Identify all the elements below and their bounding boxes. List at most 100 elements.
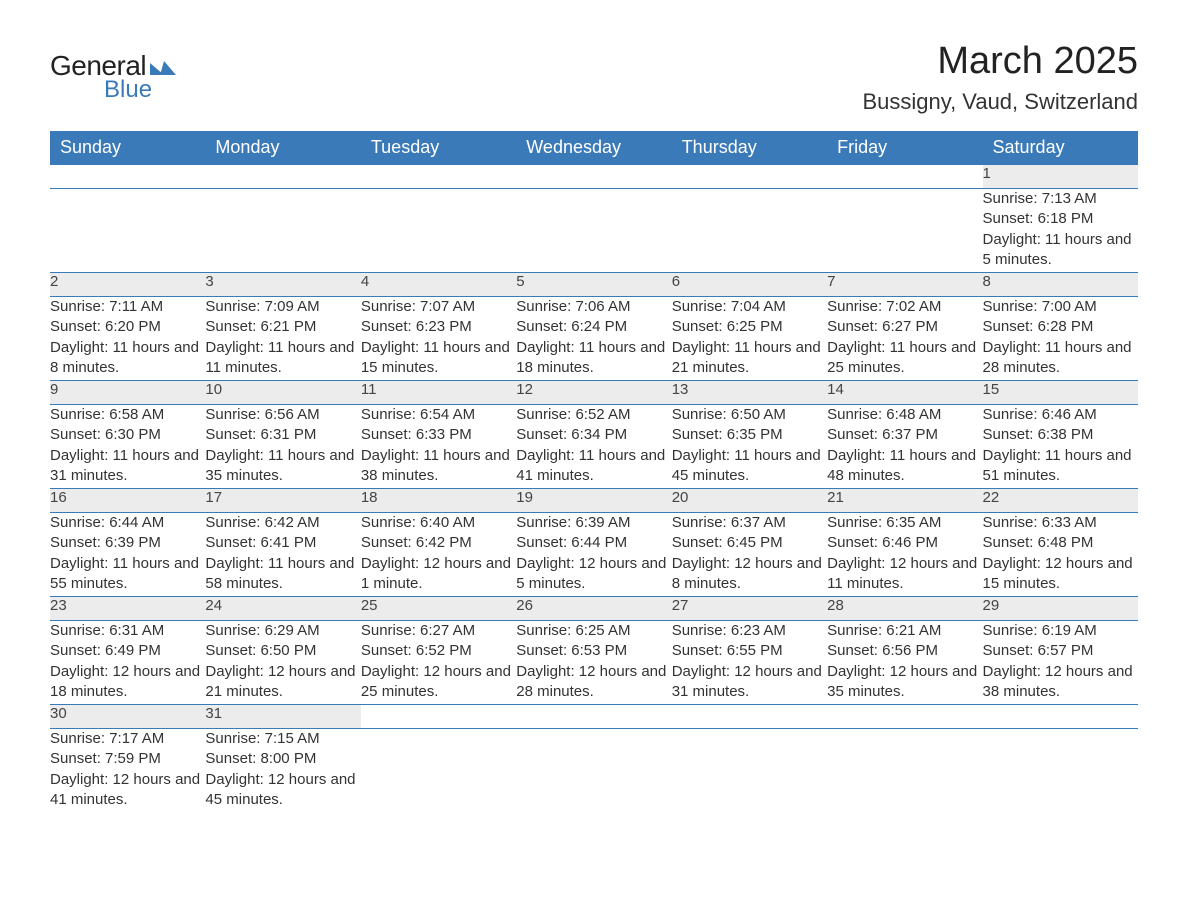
- sunrise-text: Sunrise: 7:04 AM: [672, 297, 827, 317]
- day-detail-cell: [361, 189, 516, 273]
- month-title: March 2025: [862, 40, 1138, 83]
- sunrise-text: Sunrise: 6:37 AM: [672, 513, 827, 533]
- daylight-text: Daylight: 11 hours and 21 minutes.: [672, 338, 827, 379]
- sunrise-text: Sunrise: 6:35 AM: [827, 513, 982, 533]
- day-number-cell: 16: [50, 489, 205, 513]
- day-detail-row: Sunrise: 7:17 AMSunset: 7:59 PMDaylight:…: [50, 729, 1138, 813]
- daylight-text: Daylight: 11 hours and 31 minutes.: [50, 446, 205, 487]
- sunset-text: Sunset: 6:20 PM: [50, 317, 205, 337]
- day-detail-cell: [361, 729, 516, 813]
- daylight-text: Daylight: 11 hours and 15 minutes.: [361, 338, 516, 379]
- sunset-text: Sunset: 6:28 PM: [983, 317, 1138, 337]
- sunrise-text: Sunrise: 6:46 AM: [983, 405, 1138, 425]
- daylight-text: Daylight: 12 hours and 5 minutes.: [516, 554, 671, 595]
- day-number-cell: 19: [516, 489, 671, 513]
- sunset-text: Sunset: 6:27 PM: [827, 317, 982, 337]
- day-detail-cell: Sunrise: 6:42 AMSunset: 6:41 PMDaylight:…: [205, 513, 360, 597]
- day-number-cell: 31: [205, 705, 360, 729]
- sunrise-text: Sunrise: 7:17 AM: [50, 729, 205, 749]
- sunset-text: Sunset: 6:18 PM: [983, 209, 1138, 229]
- sunset-text: Sunset: 8:00 PM: [205, 749, 360, 769]
- sunrise-text: Sunrise: 7:07 AM: [361, 297, 516, 317]
- day-detail-cell: Sunrise: 6:29 AMSunset: 6:50 PMDaylight:…: [205, 621, 360, 705]
- day-detail-cell: Sunrise: 6:19 AMSunset: 6:57 PMDaylight:…: [983, 621, 1138, 705]
- day-detail-cell: Sunrise: 6:33 AMSunset: 6:48 PMDaylight:…: [983, 513, 1138, 597]
- logo-text-blue: Blue: [104, 76, 152, 104]
- weekday-header: Sunday: [50, 131, 205, 165]
- day-detail-cell: Sunrise: 7:13 AMSunset: 6:18 PMDaylight:…: [983, 189, 1138, 273]
- sunrise-text: Sunrise: 6:25 AM: [516, 621, 671, 641]
- day-number-cell: 22: [983, 489, 1138, 513]
- daylight-text: Daylight: 12 hours and 35 minutes.: [827, 662, 982, 703]
- daylight-text: Daylight: 11 hours and 11 minutes.: [205, 338, 360, 379]
- day-detail-cell: Sunrise: 6:39 AMSunset: 6:44 PMDaylight:…: [516, 513, 671, 597]
- day-detail-cell: [672, 189, 827, 273]
- location: Bussigny, Vaud, Switzerland: [862, 89, 1138, 115]
- sunset-text: Sunset: 6:53 PM: [516, 641, 671, 661]
- day-number-cell: [672, 165, 827, 189]
- sunrise-text: Sunrise: 6:42 AM: [205, 513, 360, 533]
- sunset-text: Sunset: 6:48 PM: [983, 533, 1138, 553]
- day-detail-row: Sunrise: 7:11 AMSunset: 6:20 PMDaylight:…: [50, 297, 1138, 381]
- day-detail-row: Sunrise: 7:13 AMSunset: 6:18 PMDaylight:…: [50, 189, 1138, 273]
- sunrise-text: Sunrise: 6:48 AM: [827, 405, 982, 425]
- day-detail-row: Sunrise: 6:31 AMSunset: 6:49 PMDaylight:…: [50, 621, 1138, 705]
- day-detail-cell: Sunrise: 6:54 AMSunset: 6:33 PMDaylight:…: [361, 405, 516, 489]
- day-number-cell: 15: [983, 381, 1138, 405]
- day-detail-cell: [827, 729, 982, 813]
- daylight-text: Daylight: 11 hours and 18 minutes.: [516, 338, 671, 379]
- sunset-text: Sunset: 6:30 PM: [50, 425, 205, 445]
- day-detail-cell: [672, 729, 827, 813]
- sunset-text: Sunset: 6:50 PM: [205, 641, 360, 661]
- sunset-text: Sunset: 6:25 PM: [672, 317, 827, 337]
- sunset-text: Sunset: 6:37 PM: [827, 425, 982, 445]
- day-detail-cell: Sunrise: 6:50 AMSunset: 6:35 PMDaylight:…: [672, 405, 827, 489]
- sunrise-text: Sunrise: 7:02 AM: [827, 297, 982, 317]
- day-number-cell: [361, 165, 516, 189]
- day-number-row: 3031: [50, 705, 1138, 729]
- day-number-cell: 1: [983, 165, 1138, 189]
- sunrise-text: Sunrise: 7:00 AM: [983, 297, 1138, 317]
- sunset-text: Sunset: 6:35 PM: [672, 425, 827, 445]
- day-detail-cell: Sunrise: 7:15 AMSunset: 8:00 PMDaylight:…: [205, 729, 360, 813]
- day-number-cell: [361, 705, 516, 729]
- daylight-text: Daylight: 11 hours and 35 minutes.: [205, 446, 360, 487]
- day-number-cell: 24: [205, 597, 360, 621]
- day-number-cell: 29: [983, 597, 1138, 621]
- day-detail-row: Sunrise: 6:44 AMSunset: 6:39 PMDaylight:…: [50, 513, 1138, 597]
- day-number-cell: 10: [205, 381, 360, 405]
- calendar-table: SundayMondayTuesdayWednesdayThursdayFrid…: [50, 131, 1138, 813]
- sunrise-text: Sunrise: 7:13 AM: [983, 189, 1138, 209]
- day-number-cell: 23: [50, 597, 205, 621]
- sunset-text: Sunset: 6:45 PM: [672, 533, 827, 553]
- day-number-cell: [983, 705, 1138, 729]
- sunrise-text: Sunrise: 6:21 AM: [827, 621, 982, 641]
- daylight-text: Daylight: 12 hours and 45 minutes.: [205, 770, 360, 811]
- day-number-cell: 30: [50, 705, 205, 729]
- day-detail-cell: Sunrise: 6:27 AMSunset: 6:52 PMDaylight:…: [361, 621, 516, 705]
- day-number-cell: 21: [827, 489, 982, 513]
- sunset-text: Sunset: 6:56 PM: [827, 641, 982, 661]
- sunrise-text: Sunrise: 6:56 AM: [205, 405, 360, 425]
- day-number-cell: 4: [361, 273, 516, 297]
- daylight-text: Daylight: 11 hours and 58 minutes.: [205, 554, 360, 595]
- day-detail-cell: Sunrise: 6:31 AMSunset: 6:49 PMDaylight:…: [50, 621, 205, 705]
- sunrise-text: Sunrise: 6:23 AM: [672, 621, 827, 641]
- sunset-text: Sunset: 6:34 PM: [516, 425, 671, 445]
- day-number-cell: 12: [516, 381, 671, 405]
- daylight-text: Daylight: 12 hours and 21 minutes.: [205, 662, 360, 703]
- day-number-cell: [672, 705, 827, 729]
- daylight-text: Daylight: 12 hours and 41 minutes.: [50, 770, 205, 811]
- day-number-cell: [516, 705, 671, 729]
- logo: General Blue: [50, 40, 176, 104]
- day-number-row: 23242526272829: [50, 597, 1138, 621]
- sunset-text: Sunset: 7:59 PM: [50, 749, 205, 769]
- day-number-cell: 25: [361, 597, 516, 621]
- sunrise-text: Sunrise: 7:06 AM: [516, 297, 671, 317]
- day-detail-cell: Sunrise: 6:23 AMSunset: 6:55 PMDaylight:…: [672, 621, 827, 705]
- title-block: March 2025 Bussigny, Vaud, Switzerland: [862, 40, 1138, 115]
- weekday-header: Friday: [827, 131, 982, 165]
- day-detail-cell: Sunrise: 6:35 AMSunset: 6:46 PMDaylight:…: [827, 513, 982, 597]
- day-number-row: 16171819202122: [50, 489, 1138, 513]
- day-number-cell: [827, 705, 982, 729]
